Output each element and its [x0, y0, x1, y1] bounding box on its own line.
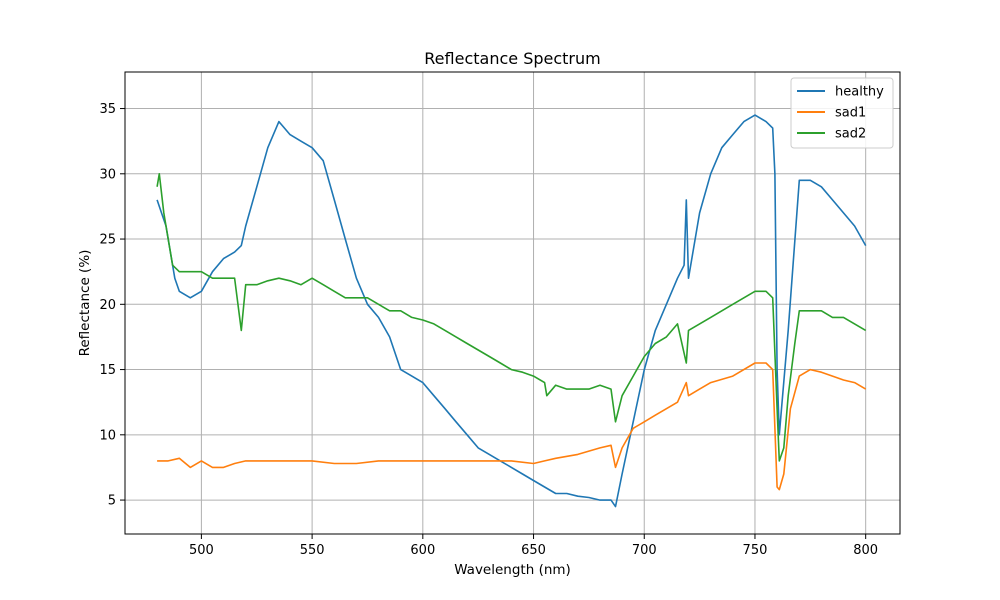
- legend: healthy sad1 sad2: [790, 77, 894, 149]
- y-tick-label: 15: [99, 363, 116, 378]
- series-line-healthy: [156, 114, 867, 508]
- chart-title: Reflectance Spectrum: [424, 49, 600, 68]
- y-tick-label: 20: [99, 298, 116, 313]
- y-tick-label: 10: [99, 428, 116, 443]
- y-tick-label: 5: [108, 494, 116, 509]
- series-line-sad1: [157, 362, 867, 491]
- y-tick-label: 35: [99, 102, 116, 117]
- series-group: [156, 114, 867, 508]
- x-tick-label: 700: [632, 543, 657, 558]
- x-tick-label: 750: [743, 543, 768, 558]
- x-tick-label: 550: [300, 543, 325, 558]
- x-tick-label: 800: [853, 543, 878, 558]
- legend-label-sad2: sad2: [835, 127, 866, 142]
- x-tick-label: 650: [521, 543, 546, 558]
- x-tick-label: 500: [189, 543, 214, 558]
- x-axis-label: Wavelength (nm): [454, 562, 571, 578]
- legend-box: [790, 77, 894, 149]
- y-tick-label: 30: [99, 167, 116, 182]
- legend-label-healthy: healthy: [835, 85, 884, 100]
- x-tick-label: 600: [410, 543, 435, 558]
- y-axis-label: Reflectance (%): [77, 250, 93, 357]
- series-line-sad2: [156, 173, 867, 462]
- axis-ticks: 500 550 600 650 700 750 800 5 10 15 20 25 30 35: [99, 102, 878, 558]
- y-tick-label: 25: [99, 233, 116, 248]
- legend-label-sad1: sad1: [835, 106, 866, 121]
- plot-frame: [124, 71, 901, 535]
